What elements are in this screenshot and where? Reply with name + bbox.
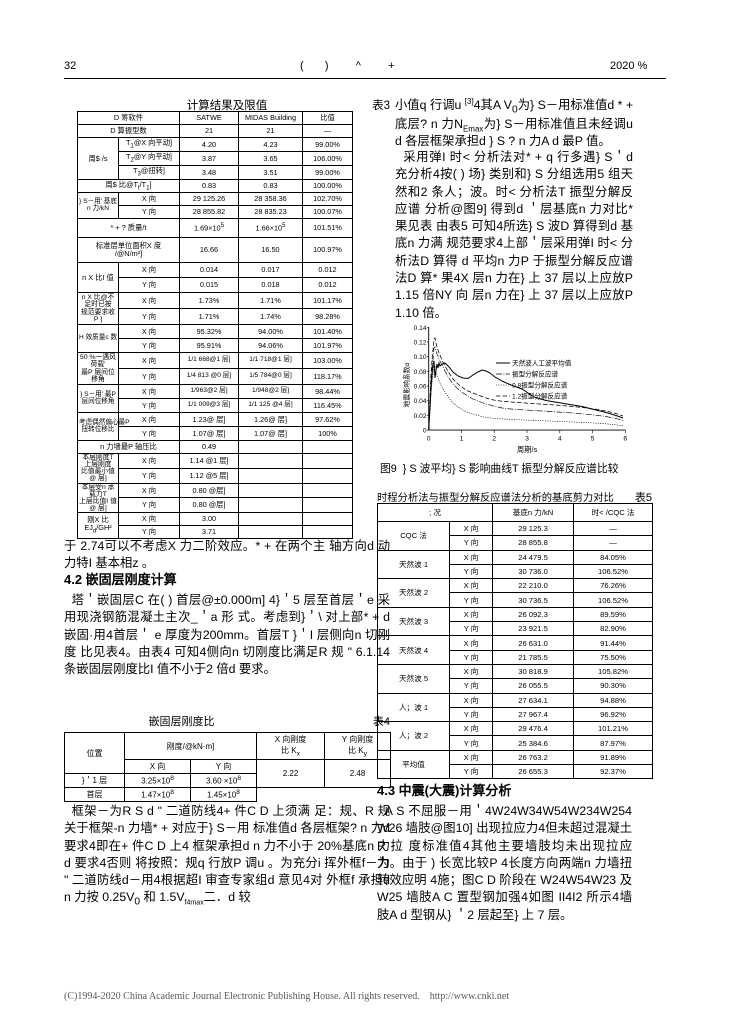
svg-text:0.04: 0.04: [414, 398, 427, 405]
svg-text:4: 4: [558, 436, 562, 443]
svg-text:1.2振型分解反应谱: 1.2振型分解反应谱: [512, 391, 568, 400]
svg-text:2: 2: [492, 436, 496, 443]
svg-text:0.14: 0.14: [414, 325, 427, 332]
svg-text:5: 5: [591, 436, 595, 443]
svg-text:天然波人工波平均值: 天然波人工波平均值: [512, 358, 572, 367]
svg-text:6: 6: [623, 436, 627, 443]
svg-text:地震影响系数α: 地震影响系数α: [402, 363, 411, 408]
svg-text:0.06: 0.06: [414, 384, 427, 391]
svg-text:0.12: 0.12: [414, 340, 427, 347]
svg-text:周期/s: 周期/s: [517, 445, 538, 454]
svg-text:振型分解反应谱: 振型分解反应谱: [512, 369, 559, 378]
svg-text:0: 0: [427, 436, 431, 443]
svg-text:0: 0: [423, 428, 427, 435]
svg-text:0.10: 0.10: [414, 354, 427, 361]
svg-text:0.08: 0.08: [414, 369, 427, 376]
svg-text:0.8振型分解反应谱: 0.8振型分解反应谱: [512, 380, 568, 389]
svg-text:0.02: 0.02: [414, 413, 427, 420]
svg-text:3: 3: [525, 436, 529, 443]
svg-text:1: 1: [460, 436, 464, 443]
